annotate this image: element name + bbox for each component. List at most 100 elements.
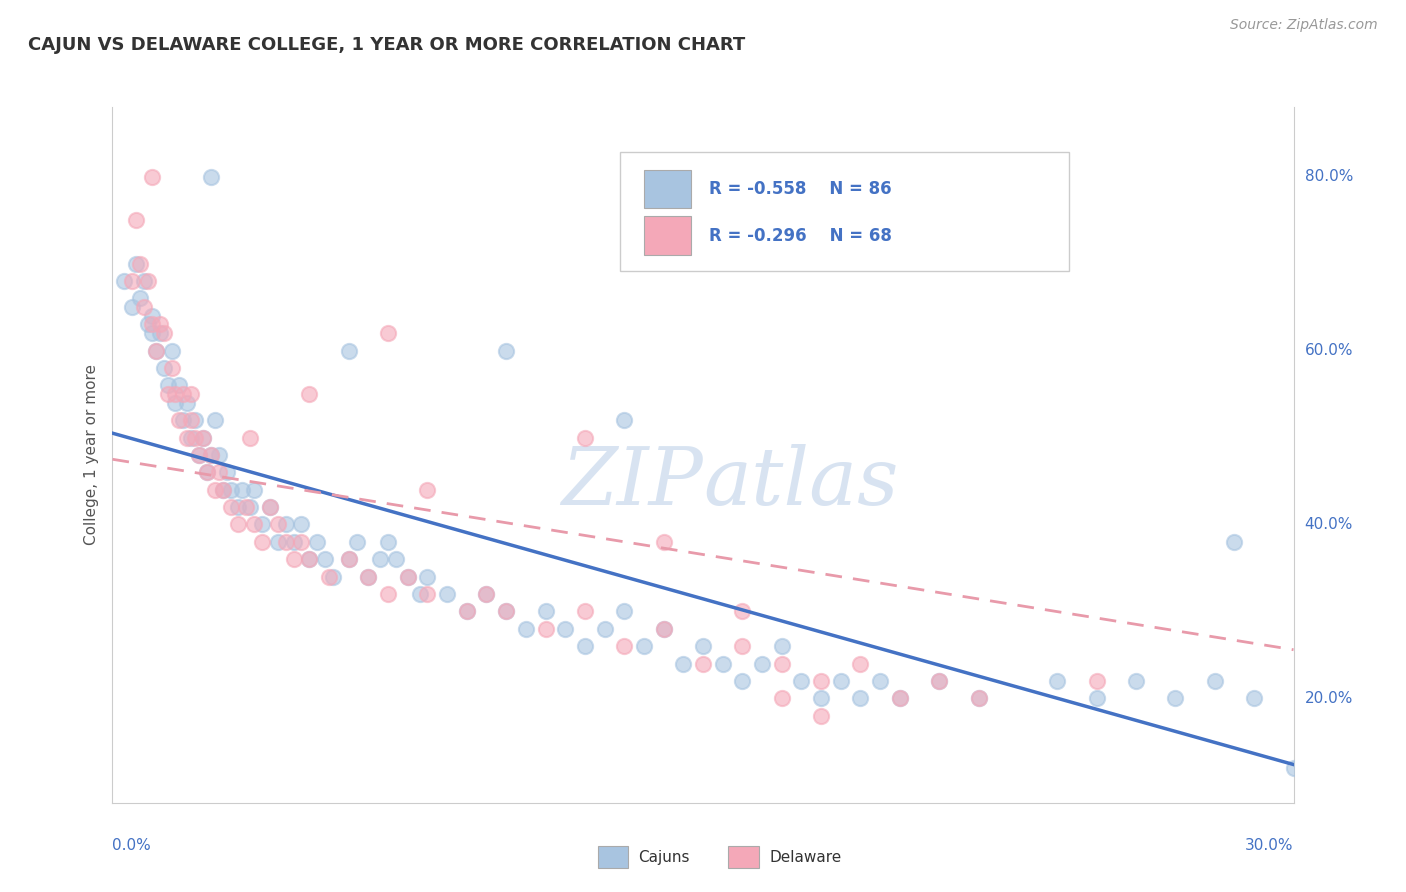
Point — [195, 466, 218, 480]
Point — [307, 534, 329, 549]
Point — [416, 483, 439, 497]
Point — [219, 483, 242, 497]
Point — [191, 430, 214, 444]
Point — [692, 639, 714, 653]
Point — [274, 534, 297, 549]
Point — [1046, 674, 1069, 689]
Point — [337, 552, 360, 566]
Text: ZIP: ZIP — [561, 444, 703, 522]
Point — [290, 534, 312, 549]
Point — [368, 552, 391, 566]
Point — [250, 534, 273, 549]
Point — [204, 483, 226, 497]
Point — [283, 552, 305, 566]
Point — [357, 570, 380, 584]
Point — [180, 387, 202, 401]
Point — [149, 326, 172, 340]
Point — [652, 534, 675, 549]
Point — [416, 587, 439, 601]
FancyBboxPatch shape — [644, 169, 692, 208]
Point — [357, 570, 380, 584]
Point — [377, 534, 399, 549]
Text: R = -0.296    N = 68: R = -0.296 N = 68 — [709, 227, 891, 244]
Point — [377, 587, 399, 601]
Text: 60.0%: 60.0% — [1305, 343, 1353, 358]
Point — [180, 430, 202, 444]
Point — [396, 570, 419, 584]
Text: 40.0%: 40.0% — [1305, 517, 1353, 532]
Y-axis label: College, 1 year or more: College, 1 year or more — [83, 365, 98, 545]
Point — [172, 413, 194, 427]
Point — [121, 274, 143, 288]
Point — [456, 605, 478, 619]
Text: 80.0%: 80.0% — [1305, 169, 1353, 184]
Point — [515, 622, 537, 636]
Point — [1164, 691, 1187, 706]
Point — [259, 500, 281, 514]
Point — [136, 318, 159, 332]
Point — [770, 639, 793, 653]
Point — [869, 674, 891, 689]
Point — [574, 605, 596, 619]
Point — [239, 430, 262, 444]
Point — [215, 466, 238, 480]
Point — [290, 517, 312, 532]
Point — [475, 587, 498, 601]
Point — [889, 691, 911, 706]
Point — [169, 378, 191, 392]
Point — [112, 274, 135, 288]
Point — [1085, 674, 1108, 689]
Point — [243, 517, 266, 532]
Point — [770, 691, 793, 706]
Point — [195, 466, 218, 480]
Point — [692, 657, 714, 671]
Point — [208, 448, 231, 462]
Point — [889, 691, 911, 706]
Point — [810, 691, 832, 706]
Point — [231, 483, 253, 497]
Point — [731, 674, 754, 689]
Point — [132, 300, 155, 314]
Point — [751, 657, 773, 671]
Point — [633, 639, 655, 653]
Point — [228, 517, 250, 532]
Point — [534, 622, 557, 636]
Point — [810, 708, 832, 723]
Point — [141, 318, 163, 332]
Point — [211, 483, 233, 497]
Text: 0.0%: 0.0% — [112, 838, 152, 853]
Point — [165, 395, 187, 409]
Point — [298, 552, 321, 566]
Point — [790, 674, 813, 689]
Point — [274, 517, 297, 532]
Point — [149, 318, 172, 332]
Point — [346, 534, 368, 549]
Point — [267, 517, 290, 532]
Point — [436, 587, 458, 601]
FancyBboxPatch shape — [620, 153, 1069, 270]
Point — [200, 448, 222, 462]
Point — [208, 466, 231, 480]
FancyBboxPatch shape — [644, 216, 692, 254]
Point — [318, 570, 340, 584]
Point — [283, 534, 305, 549]
Point — [152, 326, 174, 340]
Point — [928, 674, 950, 689]
Point — [125, 257, 148, 271]
Point — [613, 639, 636, 653]
Point — [593, 622, 616, 636]
Point — [169, 413, 191, 427]
Point — [228, 500, 250, 514]
Text: Cajuns: Cajuns — [638, 850, 690, 864]
Point — [211, 483, 233, 497]
Point — [188, 448, 211, 462]
Text: atlas: atlas — [703, 444, 898, 522]
Text: R = -0.558    N = 86: R = -0.558 N = 86 — [709, 180, 891, 198]
Point — [156, 378, 179, 392]
Point — [136, 274, 159, 288]
Point — [145, 343, 167, 358]
Point — [652, 622, 675, 636]
Point — [1243, 691, 1265, 706]
Point — [132, 274, 155, 288]
Point — [337, 552, 360, 566]
